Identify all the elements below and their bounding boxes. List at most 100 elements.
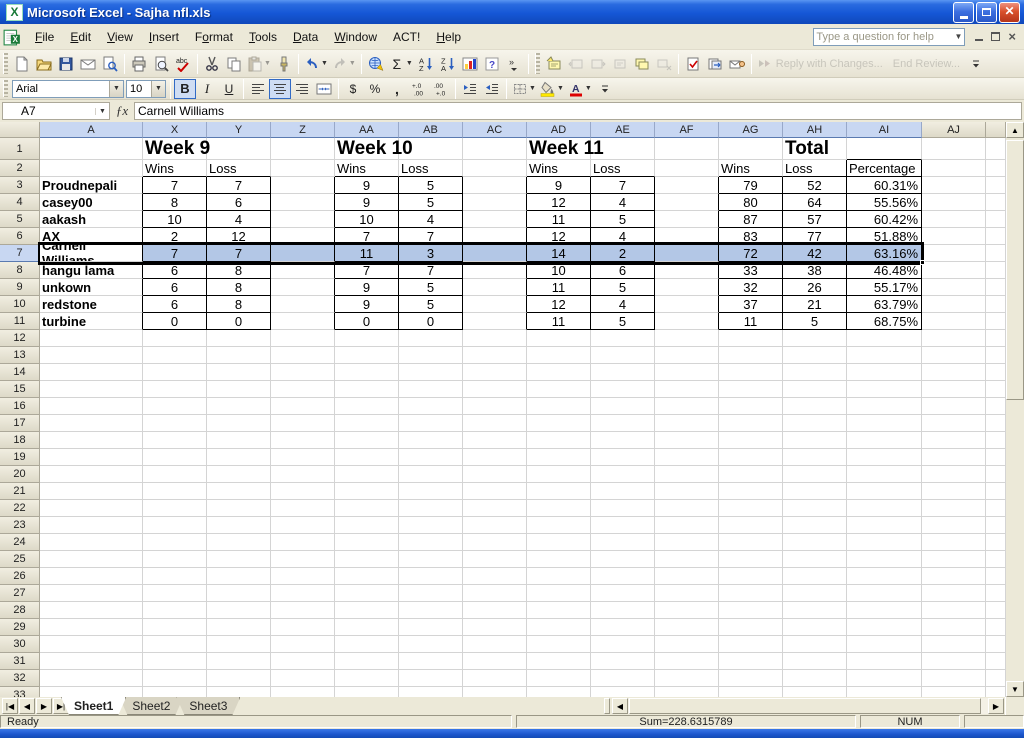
cell-AB6[interactable]: 7 [399, 228, 463, 245]
cell-stub33[interactable] [986, 687, 1006, 697]
cell-Y5[interactable]: 4 [207, 211, 271, 228]
tab-sheet3[interactable]: Sheet3 [176, 697, 240, 715]
cell-AH13[interactable] [783, 347, 847, 364]
cell-AG26[interactable] [719, 568, 783, 585]
cell-AE16[interactable] [591, 398, 655, 415]
cell-X23[interactable] [143, 517, 207, 534]
cell-A8[interactable]: hangu lama [40, 262, 143, 279]
cell-AD12[interactable] [527, 330, 591, 347]
mail-button[interactable] [77, 53, 99, 75]
bold-button[interactable]: B [174, 78, 196, 99]
cell-stub30[interactable] [986, 636, 1006, 653]
cell-Z8[interactable] [271, 262, 335, 279]
chevron-down-icon[interactable]: ▼ [320, 60, 328, 67]
cell-X26[interactable] [143, 568, 207, 585]
cell-AI21[interactable] [847, 483, 922, 500]
cell-AF31[interactable] [655, 653, 719, 670]
cell-AA15[interactable] [335, 381, 399, 398]
cell-AB12[interactable] [399, 330, 463, 347]
cell-A12[interactable] [40, 330, 143, 347]
cell-Z14[interactable] [271, 364, 335, 381]
toolbar-grip-handle[interactable] [3, 80, 8, 97]
percent-button[interactable]: % [364, 79, 386, 99]
cell-AA16[interactable] [335, 398, 399, 415]
copy-button[interactable] [223, 53, 245, 75]
cell-AC29[interactable] [463, 619, 527, 636]
align-left-button[interactable] [247, 79, 269, 99]
cell-AJ4[interactable] [922, 194, 986, 211]
cell-AF28[interactable] [655, 602, 719, 619]
increase-indent-button[interactable] [481, 79, 503, 99]
cell-AA27[interactable] [335, 585, 399, 602]
row-header-3[interactable]: 3 [0, 177, 40, 194]
cell-AE22[interactable] [591, 500, 655, 517]
help-button[interactable]: ? [481, 53, 503, 75]
cell-AC16[interactable] [463, 398, 527, 415]
cell-stub25[interactable] [986, 551, 1006, 568]
undo-button[interactable]: ▼ [302, 53, 330, 75]
cell-Y23[interactable] [207, 517, 271, 534]
chart-wizard-button[interactable] [459, 53, 481, 75]
cell-stub11[interactable] [986, 313, 1006, 330]
cell-AD19[interactable] [527, 449, 591, 466]
cell-AC7[interactable] [463, 245, 527, 262]
cell-AF24[interactable] [655, 534, 719, 551]
cell-stub20[interactable] [986, 466, 1006, 483]
cell-AC22[interactable] [463, 500, 527, 517]
cell-X6[interactable]: 2 [143, 228, 207, 245]
cell-AA31[interactable] [335, 653, 399, 670]
select-all-corner[interactable] [0, 122, 40, 138]
cell-AG10[interactable]: 37 [719, 296, 783, 313]
cell-Z9[interactable] [271, 279, 335, 296]
open-folder-button[interactable] [33, 53, 55, 75]
delete-comment-button[interactable] [653, 53, 675, 75]
cell-AF11[interactable] [655, 313, 719, 330]
cell-AI28[interactable] [847, 602, 922, 619]
cell-AA10[interactable]: 9 [335, 296, 399, 313]
cell-AA23[interactable] [335, 517, 399, 534]
row-header-27[interactable]: 27 [0, 585, 40, 602]
mail-recipient-button[interactable] [726, 53, 748, 75]
cell-AH22[interactable] [783, 500, 847, 517]
cell-X2[interactable]: Wins [143, 160, 207, 177]
cell-A2[interactable] [40, 160, 143, 177]
cell-AB32[interactable] [399, 670, 463, 687]
cell-A22[interactable] [40, 500, 143, 517]
cell-AF16[interactable] [655, 398, 719, 415]
cell-AH8[interactable]: 38 [783, 262, 847, 279]
row-header-19[interactable]: 19 [0, 449, 40, 466]
cell-AI30[interactable] [847, 636, 922, 653]
cell-A18[interactable] [40, 432, 143, 449]
format-painter-button[interactable] [273, 53, 295, 75]
cell-Z33[interactable] [271, 687, 335, 697]
cell-AG27[interactable] [719, 585, 783, 602]
menu-data[interactable]: Data [292, 29, 319, 44]
cell-stub17[interactable] [986, 415, 1006, 432]
cell-AJ27[interactable] [922, 585, 986, 602]
cell-AJ31[interactable] [922, 653, 986, 670]
cell-AE18[interactable] [591, 432, 655, 449]
cell-AI4[interactable]: 55.56% [847, 194, 922, 211]
cell-X33[interactable] [143, 687, 207, 697]
cell-Z27[interactable] [271, 585, 335, 602]
cell-Y25[interactable] [207, 551, 271, 568]
cell-X15[interactable] [143, 381, 207, 398]
cell-AJ9[interactable] [922, 279, 986, 296]
row-header-32[interactable]: 32 [0, 670, 40, 687]
cell-AJ32[interactable] [922, 670, 986, 687]
cell-AH10[interactable]: 21 [783, 296, 847, 313]
cell-A30[interactable] [40, 636, 143, 653]
column-header-Y[interactable]: Y [207, 122, 271, 138]
font-size-combo[interactable]: 10 ▼ [126, 79, 166, 98]
chevron-down-icon[interactable]: ▼ [109, 80, 123, 97]
cell-Z2[interactable] [271, 160, 335, 177]
cell-Y3[interactable]: 7 [207, 177, 271, 194]
cell-AE28[interactable] [591, 602, 655, 619]
cell-AD18[interactable] [527, 432, 591, 449]
row-header-4[interactable]: 4 [0, 194, 40, 211]
cell-X18[interactable] [143, 432, 207, 449]
cell-Y13[interactable] [207, 347, 271, 364]
underline-button[interactable]: U [218, 79, 240, 99]
cell-A14[interactable] [40, 364, 143, 381]
cell-X16[interactable] [143, 398, 207, 415]
